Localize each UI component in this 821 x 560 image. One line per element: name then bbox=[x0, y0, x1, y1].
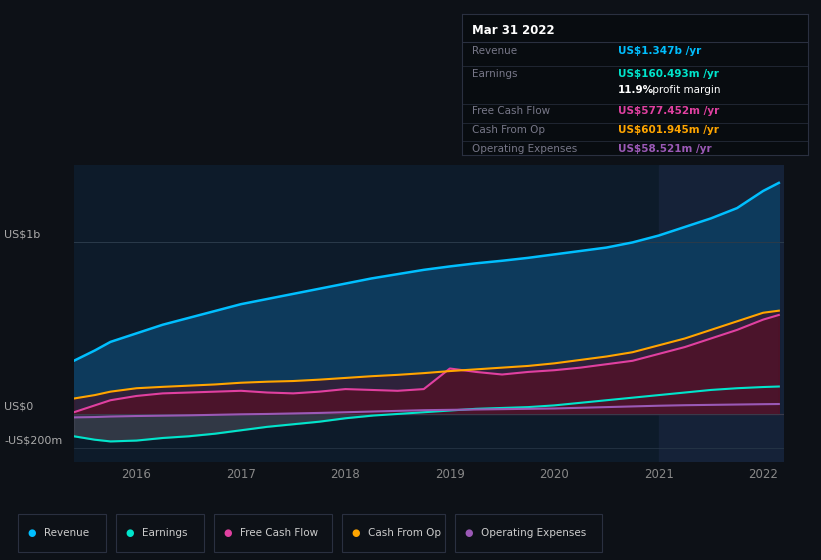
Text: Free Cash Flow: Free Cash Flow bbox=[241, 528, 319, 538]
Text: US$1b: US$1b bbox=[4, 230, 40, 240]
Text: US$0: US$0 bbox=[4, 401, 34, 411]
Text: -US$200m: -US$200m bbox=[4, 436, 62, 445]
Text: Operating Expenses: Operating Expenses bbox=[472, 143, 578, 153]
Text: Revenue: Revenue bbox=[44, 528, 89, 538]
Text: Cash From Op: Cash From Op bbox=[369, 528, 441, 538]
Text: US$1.347b /yr: US$1.347b /yr bbox=[617, 45, 701, 55]
Text: ●: ● bbox=[352, 528, 360, 538]
Text: Free Cash Flow: Free Cash Flow bbox=[472, 106, 551, 116]
Text: US$577.452m /yr: US$577.452m /yr bbox=[617, 106, 719, 116]
Text: Earnings: Earnings bbox=[472, 69, 518, 79]
Text: Cash From Op: Cash From Op bbox=[472, 125, 545, 136]
Text: ●: ● bbox=[465, 528, 474, 538]
Bar bbox=[658, 165, 784, 462]
Text: 11.9%: 11.9% bbox=[617, 85, 654, 95]
Text: ●: ● bbox=[224, 528, 232, 538]
Text: ●: ● bbox=[126, 528, 135, 538]
Text: US$160.493m /yr: US$160.493m /yr bbox=[617, 69, 718, 79]
Text: US$58.521m /yr: US$58.521m /yr bbox=[617, 143, 711, 153]
Text: Operating Expenses: Operating Expenses bbox=[481, 528, 586, 538]
Text: Revenue: Revenue bbox=[472, 45, 517, 55]
Text: Mar 31 2022: Mar 31 2022 bbox=[472, 24, 555, 37]
Text: US$601.945m /yr: US$601.945m /yr bbox=[617, 125, 718, 136]
Text: Earnings: Earnings bbox=[142, 528, 188, 538]
Text: profit margin: profit margin bbox=[649, 85, 720, 95]
Text: ●: ● bbox=[28, 528, 36, 538]
